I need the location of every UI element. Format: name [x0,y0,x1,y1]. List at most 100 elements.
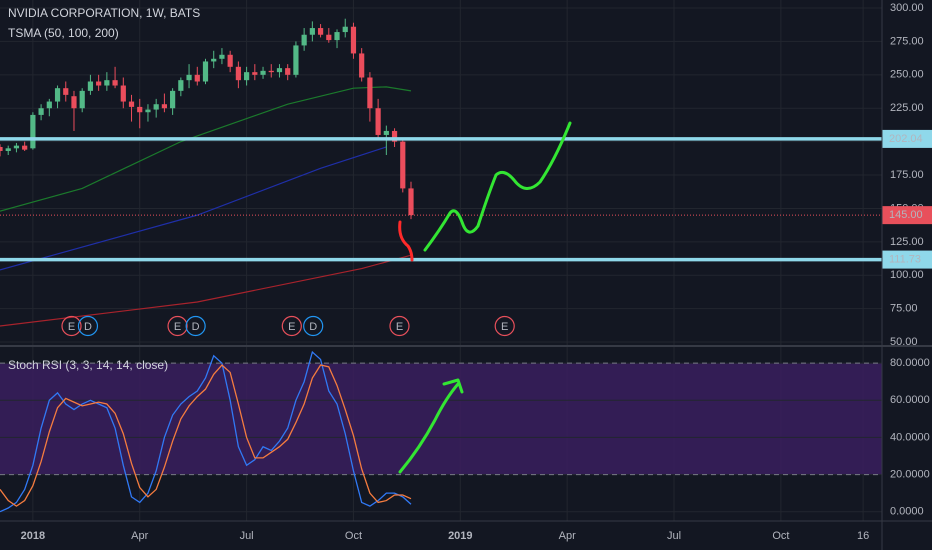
price-label: 202.04 [889,133,923,145]
price-label: 111.73 [889,253,921,265]
candle-body [128,101,135,107]
price-label-box [882,206,932,225]
candle-body [63,88,69,95]
line-series [0,254,412,327]
price-label: 145.00 [889,209,923,221]
candle-body [260,70,266,75]
event-marker [185,315,206,337]
x-tick-label: 16 [857,530,869,542]
event-label: D [309,321,317,333]
candle-body [227,54,233,67]
line-series [0,364,412,507]
event-label: E [396,321,403,333]
candle-body [145,109,151,113]
candle-body [120,85,126,102]
y-tick-label: 40.0000 [890,431,930,443]
candle-body [309,28,315,35]
y-tick-label: 20.0000 [890,468,930,480]
candle-body [30,114,36,149]
line-series [0,350,412,513]
candle-body [367,77,373,109]
candle-body [194,74,200,82]
candle-body [186,74,192,81]
event-marker [77,315,99,337]
candle-body [326,34,332,41]
x-tick-label: Apr [559,530,576,542]
event-label: E [288,321,295,333]
y-tick-label: 275.00 [890,35,924,47]
drawing-red [398,220,414,262]
price-label-box [882,250,932,269]
candle-body [54,88,61,102]
event-label: E [501,321,508,333]
candle-body [170,90,176,109]
event-marker [281,315,302,337]
y-tick-label: 175.00 [890,169,924,181]
price-label-box [882,129,932,148]
candle-body [301,34,307,46]
stoch-band [0,363,882,475]
candle-body [383,130,389,135]
y-tick-label: 50.00 [890,336,918,348]
drawing-arrow [398,378,464,474]
candle-body [342,26,348,33]
indicator-title: TSMA (50, 100, 200) [8,26,119,40]
x-tick-label: Oct [345,530,362,542]
y-tick-label: 0.0000 [890,506,924,518]
x-tick-label: Jul [240,530,254,542]
y-tick-label: 300.00 [890,2,924,14]
candle-body [112,80,118,86]
candle-body [153,104,159,110]
candle-body [79,90,85,109]
candle-body [178,80,184,91]
candle-body [293,45,299,75]
y-tick-label: 125.00 [890,236,924,248]
x-tick-label: Apr [131,530,148,542]
candle-body [276,68,283,73]
event-label: E [68,321,75,333]
line-series [0,86,412,212]
y-tick-label: 225.00 [890,102,924,114]
candle-body [391,130,398,142]
candle-body [71,96,77,109]
candle-body [104,80,110,86]
event-label: D [192,321,200,333]
x-tick-label: 2018 [21,530,45,542]
candle-body [334,32,340,41]
candle-body [137,106,143,113]
event-label: D [84,321,92,333]
x-tick-label: Oct [772,530,789,542]
event-label: E [174,321,181,333]
candle-body [96,81,102,86]
candle-body [161,104,167,109]
candle-body [5,148,11,151]
event-marker [389,315,410,337]
candle-body [13,145,20,149]
candle-body [359,53,365,78]
candle-body [252,72,258,75]
candle-body [211,58,217,62]
candle-body [0,146,3,151]
event-marker [494,315,515,337]
candle-body [235,66,241,81]
x-tick-label: Jul [667,530,681,542]
candle-body [87,81,94,91]
candle-body [350,26,357,54]
y-tick-label: 100.00 [890,269,924,281]
x-tick-label: 2019 [448,530,472,542]
candle-body [202,61,209,82]
line-series [0,146,387,271]
chart-title: NVIDIA CORPORATION, 1W, BATS [8,6,200,20]
event-marker [303,315,324,337]
candle-body [408,188,414,216]
candle-body [268,70,274,73]
candle-body [375,108,381,135]
candle-body [46,101,52,109]
candle-body [38,108,44,115]
candle-body [317,28,324,35]
candle-body [22,145,28,150]
drawing-green [423,121,572,252]
